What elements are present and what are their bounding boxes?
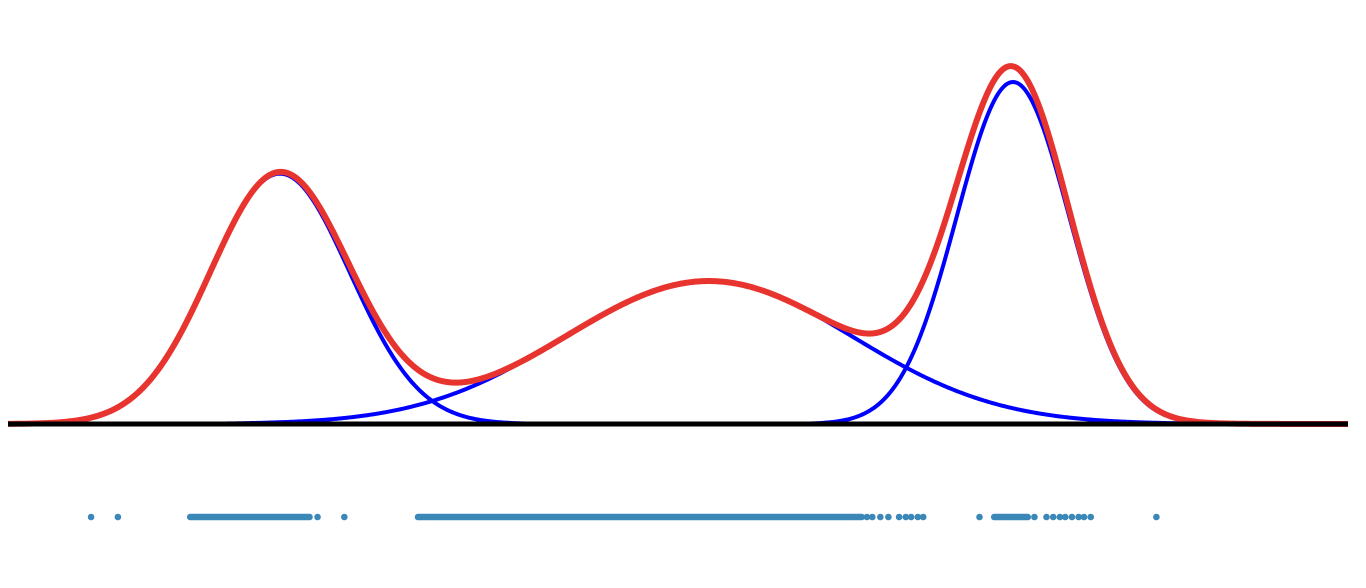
sample-point (976, 513, 983, 521)
component-curve-3 (7, 80, 1349, 426)
sample-point (114, 513, 122, 521)
sample-point (1061, 513, 1069, 521)
sample-point (1153, 513, 1160, 521)
sample-point (341, 513, 348, 521)
mixture-curve-group (6, 63, 1350, 427)
sample-cluster-1 (186, 513, 313, 521)
mixture-curve (6, 63, 1350, 427)
sample-point (1075, 513, 1082, 521)
sample-point (919, 513, 927, 521)
sample-point (914, 513, 922, 521)
sample-point (1068, 513, 1076, 521)
sample-point (885, 513, 892, 521)
sample-point (863, 513, 871, 521)
component-curve-1 (7, 171, 1349, 426)
sample-point (1031, 513, 1038, 521)
sample-point (907, 513, 915, 521)
sample-point (1080, 513, 1088, 521)
sample-cluster-3 (990, 513, 1032, 521)
sample-point (1043, 513, 1050, 521)
sample-points (87, 513, 1160, 521)
sample-point (87, 513, 95, 521)
sample-point (1049, 513, 1057, 521)
component-curves (7, 80, 1349, 426)
sample-point (1056, 513, 1064, 521)
sample-point (1087, 513, 1095, 521)
sample-point (869, 513, 876, 521)
sample-point (314, 513, 321, 521)
sample-cluster-2 (414, 513, 865, 521)
sample-point (877, 513, 884, 521)
sample-point (902, 513, 910, 521)
sample-point (895, 513, 903, 521)
